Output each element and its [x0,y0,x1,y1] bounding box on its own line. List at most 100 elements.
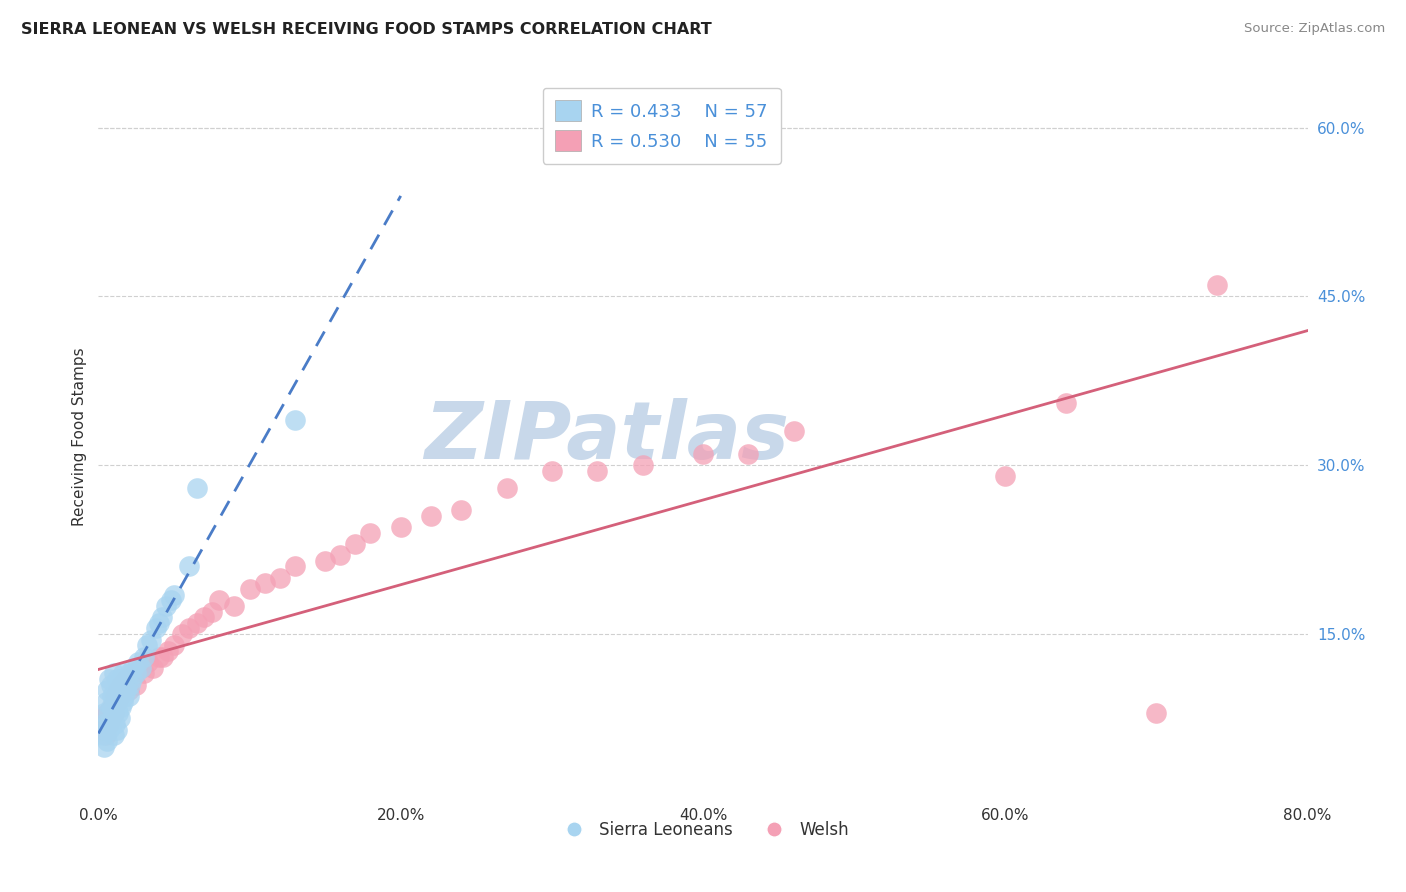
Point [118,666,141,681]
Point [186,481,208,495]
Point [692,447,714,461]
Point [1206,278,1229,293]
Point [135,638,157,652]
Point [100,678,122,692]
Point [98,717,121,731]
Point [108,689,131,703]
Point [344,537,367,551]
Point [163,638,186,652]
Point [108,683,131,698]
Point [104,717,127,731]
Point [100,700,122,714]
Point [101,689,124,703]
Point [96,706,118,720]
Point [101,700,124,714]
Point [269,571,291,585]
Point [111,666,134,681]
Point [208,593,231,607]
Point [100,717,122,731]
Point [118,683,141,698]
Point [98,723,121,737]
Point [121,672,143,686]
Point [120,678,142,692]
Point [103,728,125,742]
Point [103,706,125,720]
Point [450,503,472,517]
Point [107,683,129,698]
Point [94,728,117,742]
Point [420,508,443,523]
Point [103,666,125,681]
Point [125,678,148,692]
Point [91,723,114,737]
Point [586,464,609,478]
Point [100,711,122,725]
Point [114,672,136,686]
Point [160,593,183,607]
Point [105,694,128,708]
Point [186,615,208,630]
Point [98,706,121,720]
Point [314,554,336,568]
Point [114,683,136,698]
Point [179,621,201,635]
Point [132,666,155,681]
Point [540,464,562,478]
Point [122,661,145,675]
Point [253,576,276,591]
Point [94,723,117,737]
Point [105,672,128,686]
Point [108,711,131,725]
Point [112,689,135,703]
Point [105,723,128,737]
Point [145,621,167,635]
Point [103,689,125,703]
Point [150,610,173,624]
Point [129,661,152,675]
Point [156,644,179,658]
Point [148,615,170,630]
Point [994,469,1017,483]
Point [93,739,115,754]
Point [224,599,246,613]
Point [96,717,118,731]
Point [110,678,132,692]
Point [329,548,352,562]
Point [91,728,114,742]
Point [93,711,115,725]
Point [179,559,201,574]
Point [141,632,163,647]
Y-axis label: Receiving Food Stamps: Receiving Food Stamps [72,348,87,526]
Point [170,627,193,641]
Point [495,481,517,495]
Text: Source: ZipAtlas.com: Source: ZipAtlas.com [1244,22,1385,36]
Point [96,734,118,748]
Point [103,706,125,720]
Point [129,661,152,675]
Point [93,706,115,720]
Point [284,413,307,427]
Legend: Sierra Leoneans, Welsh: Sierra Leoneans, Welsh [551,814,855,846]
Point [155,599,177,613]
Text: ZIPatlas: ZIPatlas [423,398,789,476]
Point [115,678,138,692]
Point [96,683,118,698]
Point [1144,706,1167,720]
Point [107,706,129,720]
Point [94,694,117,708]
Point [104,694,127,708]
Point [104,689,127,703]
Point [91,717,114,731]
Point [111,683,134,698]
Point [152,649,174,664]
Point [118,689,141,703]
Point [98,672,121,686]
Point [193,610,215,624]
Point [284,559,307,574]
Point [107,689,129,703]
Point [783,425,806,439]
Point [105,700,128,714]
Point [360,525,382,540]
Point [239,582,262,596]
Point [101,711,124,725]
